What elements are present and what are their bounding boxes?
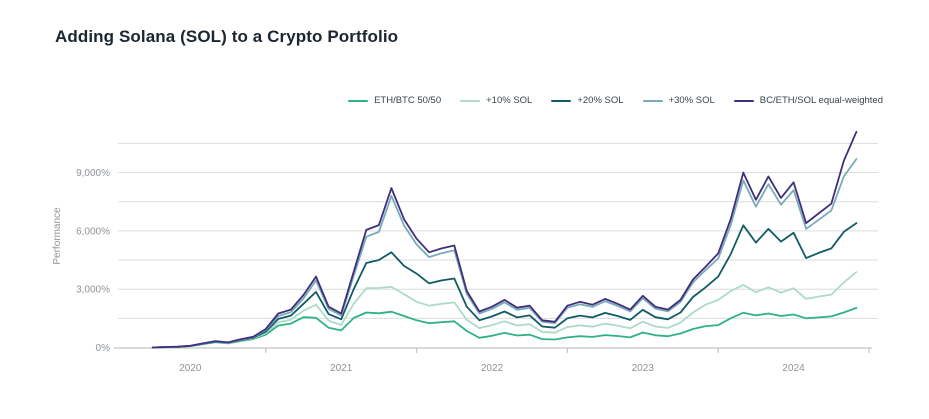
series-line-30-sol	[151, 158, 858, 349]
legend-label: +30% SOL	[668, 95, 715, 106]
legend-swatch-icon	[460, 99, 481, 102]
x-year-label-2020: 2020	[179, 363, 202, 374]
legend-item-bc-eth-sol-equal-weighted: BC/ETH/SOL equal-weighted	[733, 95, 883, 106]
legend-swatch-icon	[551, 99, 572, 102]
series-line-10-sol	[151, 271, 858, 349]
legend-label: +10% SOL	[486, 95, 533, 106]
legend-label: BC/ETH/SOL equal-weighted	[759, 95, 883, 106]
x-year-label-2023: 2023	[632, 363, 655, 374]
y-tick-label-6000: 6,000%	[76, 226, 110, 237]
page-title: Adding Solana (SOL) to a Crypto Portfoli…	[55, 27, 399, 46]
legend-item-10-sol: +10% SOL	[460, 95, 532, 106]
x-year-label-2024: 2024	[782, 363, 805, 374]
x-year-label-2022: 2022	[481, 363, 504, 374]
legend-item-30-sol: +30% SOL	[642, 95, 715, 106]
legend-swatch-icon	[348, 99, 369, 102]
legend-swatch-icon	[733, 99, 754, 102]
legend-item-eth-btc-50-50: ETH/BTC 50/50	[348, 95, 441, 106]
series-line-20-sol	[151, 222, 858, 349]
legend-label: ETH/BTC 50/50	[374, 95, 442, 106]
legend-swatch-icon	[642, 99, 663, 102]
series-line-eth-btc-50-50	[151, 306, 858, 349]
legend-label: +20% SOL	[577, 95, 624, 106]
legend-item-20-sol: +20% SOL	[551, 95, 624, 106]
y-tick-label-9000: 9,000%	[76, 168, 110, 179]
chart-legend: ETH/BTC 50/50 +10% SOL +20% SOL +30% SOL BC/…	[348, 95, 883, 106]
series-line-bc-eth-sol-equal-weighted	[151, 130, 858, 349]
y-tick-label-0: 0%	[96, 343, 111, 354]
y-axis-title: Performance	[52, 207, 63, 265]
x-year-label-2021: 2021	[330, 363, 353, 374]
y-tick-label-3000: 3,000%	[76, 285, 110, 296]
